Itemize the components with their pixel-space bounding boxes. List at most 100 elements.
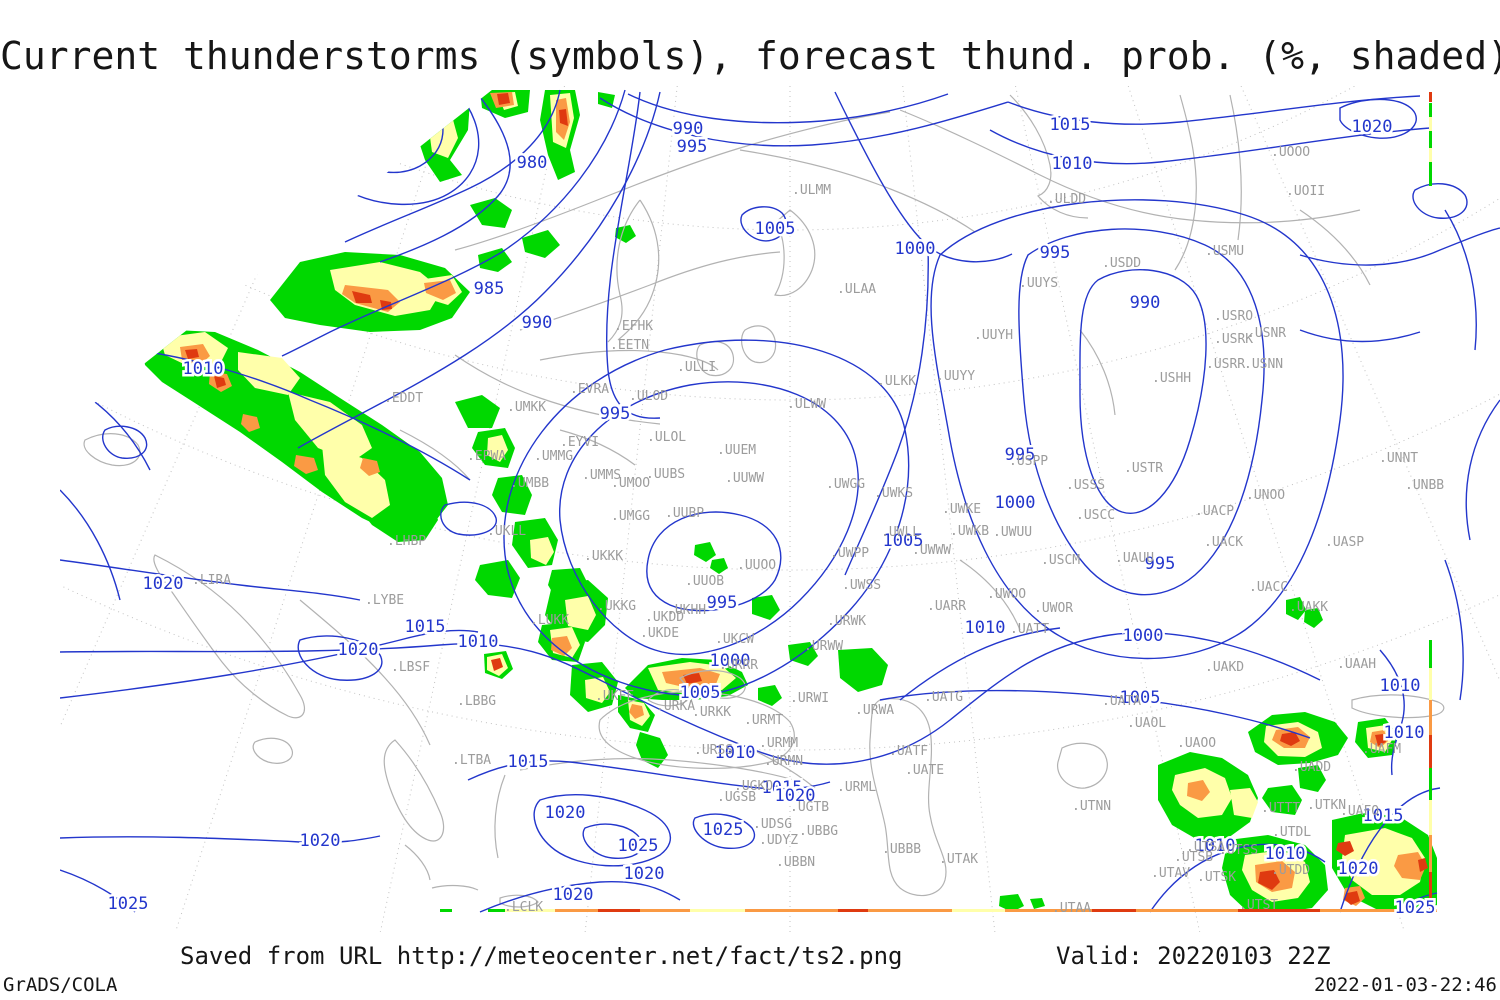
isobar-label: 1000	[1123, 626, 1164, 646]
probability-cell	[710, 558, 728, 574]
probability-cell	[1375, 734, 1386, 746]
station-label: .URSS	[694, 743, 733, 758]
isobar-label: 1020	[624, 864, 665, 884]
station-label: .UTST	[1239, 898, 1278, 913]
isobar-label: 1025	[618, 836, 659, 856]
probability-cell	[1286, 597, 1306, 620]
station-label: .UKCW	[715, 632, 754, 647]
isobar-label: 1015	[1050, 115, 1091, 135]
station-label: .URML	[837, 780, 876, 795]
station-label: .UUBP	[665, 506, 704, 521]
station-label: .UAUU	[1115, 551, 1154, 566]
station-label: .LTBA	[452, 753, 491, 768]
probability-cell	[629, 704, 644, 719]
station-label: .UKDE	[640, 626, 679, 641]
station-label: .UTTT	[1261, 801, 1300, 816]
probability-cell	[497, 93, 510, 105]
isobar-label: 995	[1145, 554, 1176, 574]
isobar-label: 1010	[715, 743, 756, 763]
station-label: .UBBB	[882, 842, 921, 857]
isobar-label: 1005	[755, 219, 796, 239]
graticule-layer	[60, 86, 1500, 932]
timestamp-caption: 2022-01-03-22:46	[1313, 974, 1497, 996]
station-label: .LIRA	[192, 573, 231, 588]
station-label: .UAOL	[1127, 716, 1166, 731]
probability-cell	[1187, 780, 1210, 801]
station-label: .UWUU	[993, 525, 1032, 540]
station-label: .UUBS	[646, 467, 685, 482]
probability-cell	[238, 352, 300, 395]
station-label: .UBBN	[776, 855, 815, 870]
probability-cell	[1258, 870, 1280, 890]
station-label: .EETN	[610, 338, 649, 353]
probability-cell	[838, 648, 888, 692]
station-label: .UWKS	[874, 486, 913, 501]
station-label: .UWKB	[950, 524, 989, 539]
station-label: .UMBB	[510, 476, 549, 491]
station-label: .UMOO	[611, 476, 650, 491]
station-label: .UADD	[1292, 760, 1331, 775]
isobar-label: 1015	[405, 617, 446, 637]
station-label: .UATT	[1010, 622, 1049, 637]
probability-cell	[487, 435, 508, 462]
station-label: .EFHK	[614, 319, 653, 334]
station-label: .UTSS	[1219, 843, 1258, 858]
station-label: .UTAA	[1052, 901, 1091, 916]
probability-cell	[352, 291, 372, 303]
probability-cell	[241, 414, 260, 432]
station-label: .UWGG	[826, 477, 865, 492]
station-label: .UATA	[1102, 694, 1141, 709]
station-label: .UKLL	[487, 524, 526, 539]
isobar-label: 1020	[300, 831, 341, 851]
station-label: .UUWW	[725, 471, 764, 486]
isobar-label: 1020	[338, 640, 379, 660]
isobar-label: 990	[1130, 293, 1161, 313]
station-label: .USRR	[1206, 357, 1245, 372]
station-label: .UOOO	[1271, 145, 1310, 160]
isobar-label: 1000	[995, 493, 1036, 513]
isobar-label: 1020	[1338, 859, 1379, 879]
station-label: .UWWW	[912, 543, 951, 558]
source-url-caption: Saved from URL http://meteocenter.net/fa…	[180, 942, 903, 970]
isobar-label: 1010	[458, 632, 499, 652]
probability-cell	[214, 376, 226, 388]
isobar-label: 995	[1040, 243, 1071, 263]
probability-cell	[1304, 608, 1323, 628]
station-label: .UWPP	[830, 546, 869, 561]
station-label: .LYBE	[365, 593, 404, 608]
probability-cell	[1030, 898, 1045, 909]
station-label: .URKK	[692, 705, 731, 720]
station-label: .UAKK	[1289, 600, 1328, 615]
isobar-label: 1015	[508, 752, 549, 772]
isobar-label: 1010	[1265, 844, 1306, 864]
isobar-label: 1005	[1120, 688, 1161, 708]
station-label: .ULOL	[647, 430, 686, 445]
station-label: .UASP	[1325, 535, 1364, 550]
probability-cell	[478, 248, 512, 272]
station-label: .UUEM	[717, 443, 756, 458]
station-label: .UWSS	[842, 578, 881, 593]
probability-cell	[530, 537, 554, 565]
probability-cell	[294, 455, 318, 474]
station-label: .URWA	[855, 703, 894, 718]
domain-edge-marks	[440, 92, 1437, 912]
station-label: .UUYH	[974, 328, 1013, 343]
station-label: .URMT	[744, 713, 783, 728]
station-label: .LUKK	[530, 613, 569, 628]
station-label: .UMMS	[582, 468, 621, 483]
isobar-label: 1000	[895, 239, 936, 259]
isobar-label: 1000	[710, 651, 751, 671]
probability-cell	[475, 560, 520, 598]
isobar-label: 1010	[1384, 723, 1425, 743]
generator-caption: GrADS/COLA	[3, 974, 118, 996]
isobar-label: 1020	[553, 885, 594, 905]
isobar-label: 995	[1005, 445, 1036, 465]
station-label: .ULWW	[787, 397, 826, 412]
isobar-label: 1005	[883, 531, 924, 551]
isobar-label: 1020	[545, 803, 586, 823]
station-label: .USMU	[1205, 244, 1244, 259]
station-label: .URWK	[827, 614, 866, 629]
station-label: .USCM	[1041, 553, 1080, 568]
station-label: .UAOO	[1177, 736, 1216, 751]
station-label: .UGTB	[790, 800, 829, 815]
